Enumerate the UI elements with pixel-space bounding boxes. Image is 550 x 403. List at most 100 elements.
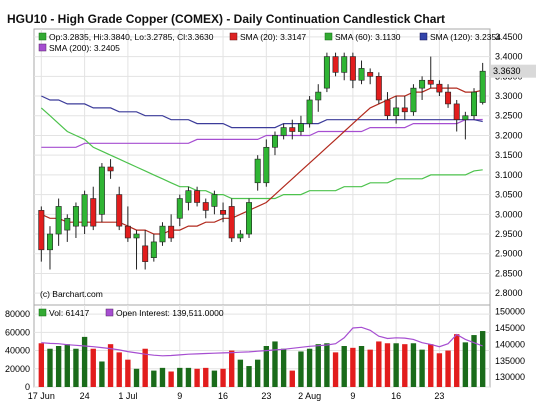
volume-bar (38, 343, 45, 387)
volume-tick-label: 40000 (5, 346, 30, 356)
volume-bar (280, 348, 287, 387)
volume-bar (263, 346, 270, 387)
candle-body (46, 233, 53, 251)
volume-bar (254, 359, 261, 387)
x-tick-label: 23 (434, 391, 444, 401)
candle-body (479, 70, 486, 103)
volume-bar (367, 349, 373, 387)
candle-body (133, 233, 140, 239)
candle-body (150, 241, 157, 258)
candle-body (280, 127, 287, 136)
price-tick-label: 3.1000 (495, 170, 523, 180)
candle-body (72, 206, 79, 227)
volume-bar (142, 348, 148, 387)
volume-bar (220, 368, 226, 387)
volume-bar (350, 347, 356, 387)
legend-sma20-swatch (229, 32, 238, 41)
volume-bar (298, 351, 304, 387)
volume-bar (47, 348, 53, 387)
oi-tick-label: 140000 (495, 339, 525, 349)
volume-bar (315, 344, 321, 387)
volume-bar (116, 352, 122, 387)
candle-body (246, 202, 253, 235)
candle-body (306, 99, 313, 124)
volume-bar (211, 370, 218, 387)
candle-body (358, 68, 365, 81)
x-tick-label: 24 (80, 391, 90, 401)
moving-averages (40, 87, 483, 235)
candle-body (393, 107, 400, 117)
volume-bar (107, 344, 114, 387)
candle-body (90, 198, 97, 227)
candle-body (38, 210, 45, 251)
candle-body (332, 56, 339, 73)
price-tick-label: 3.2500 (495, 111, 523, 121)
volume-tick-label: 0 (25, 382, 30, 392)
candle-body (323, 56, 330, 89)
price-tick-label: 2.9000 (495, 249, 523, 259)
candle-body (436, 83, 443, 93)
volume-bar (393, 343, 399, 387)
open-interest-y-axis: 150000 145000 140000 135000 130000 (495, 307, 525, 383)
candle-body (462, 115, 469, 120)
volume-bar (436, 353, 443, 387)
copyright-text: (c) Barchart.com (40, 289, 103, 299)
volume-bar (410, 343, 417, 387)
volume-bar (159, 367, 166, 387)
volume-tick-label: 20000 (5, 364, 30, 374)
candle-body (81, 194, 88, 227)
x-tick-label: 2 Aug (298, 391, 321, 401)
candle-body (367, 72, 374, 77)
x-tick-label: 16 (218, 391, 228, 401)
legend-oi: Open Interest: 139,511.0000 (116, 308, 224, 318)
candle-body (64, 217, 71, 231)
candle-body (55, 206, 62, 235)
sma200-line (41, 118, 483, 148)
candle-body (384, 99, 391, 117)
candle-body (98, 166, 105, 215)
candle-body (315, 91, 322, 101)
legend-sma20: SMA (20): 3.3147 (240, 32, 306, 42)
volume-bar (133, 368, 140, 387)
volume-bar (358, 346, 365, 387)
volume-bar (462, 342, 469, 387)
candle-body (341, 56, 348, 73)
volume-bar (332, 352, 339, 387)
legend-sma200: SMA (200): 3.2405 (49, 43, 120, 53)
volume-bar (125, 359, 131, 387)
legend-vol-swatch (38, 308, 47, 317)
candle-body (159, 225, 166, 243)
price-tick-label: 3.2000 (495, 130, 523, 140)
price-tick-label: 2.9500 (495, 229, 523, 239)
price-tick-label: 3.4000 (495, 52, 523, 62)
candle-body (349, 56, 356, 81)
volume-bar (194, 368, 200, 387)
volume-bar (428, 344, 434, 387)
price-tick-label: 3.1500 (495, 150, 523, 160)
x-tick-label: 1 Jul (118, 391, 137, 401)
legend-sma200-swatch (38, 43, 47, 52)
volume-bar (90, 348, 96, 387)
price-grid (34, 29, 490, 305)
volume-y-axis: 80000 60000 40000 20000 0 (5, 309, 30, 392)
last-price-label: 3.3630 (493, 66, 521, 76)
price-tick-label: 3.0000 (495, 209, 523, 219)
candle-body (142, 245, 149, 262)
open-interest-line (41, 326, 483, 357)
candle-body (194, 190, 201, 203)
legend-sma60-swatch (324, 32, 333, 41)
candle-body (176, 198, 183, 219)
candle-body (297, 123, 304, 132)
volume-bar (185, 367, 192, 387)
volume-bar (229, 350, 235, 387)
volume-bar (376, 341, 382, 387)
volume-bar (445, 350, 451, 387)
legend-sma120: SMA (120): 3.2354 (430, 32, 501, 42)
volume-bar (272, 341, 278, 387)
volume-tick-label: 80000 (5, 309, 30, 319)
candle-body (228, 206, 235, 239)
price-tick-label: 2.8000 (495, 288, 523, 298)
volume-bar (168, 371, 174, 387)
volume-bars (38, 331, 486, 387)
x-axis: 17 Jun 24 1 Jul 9 16 23 2 Aug 9 16 23 (28, 391, 445, 401)
